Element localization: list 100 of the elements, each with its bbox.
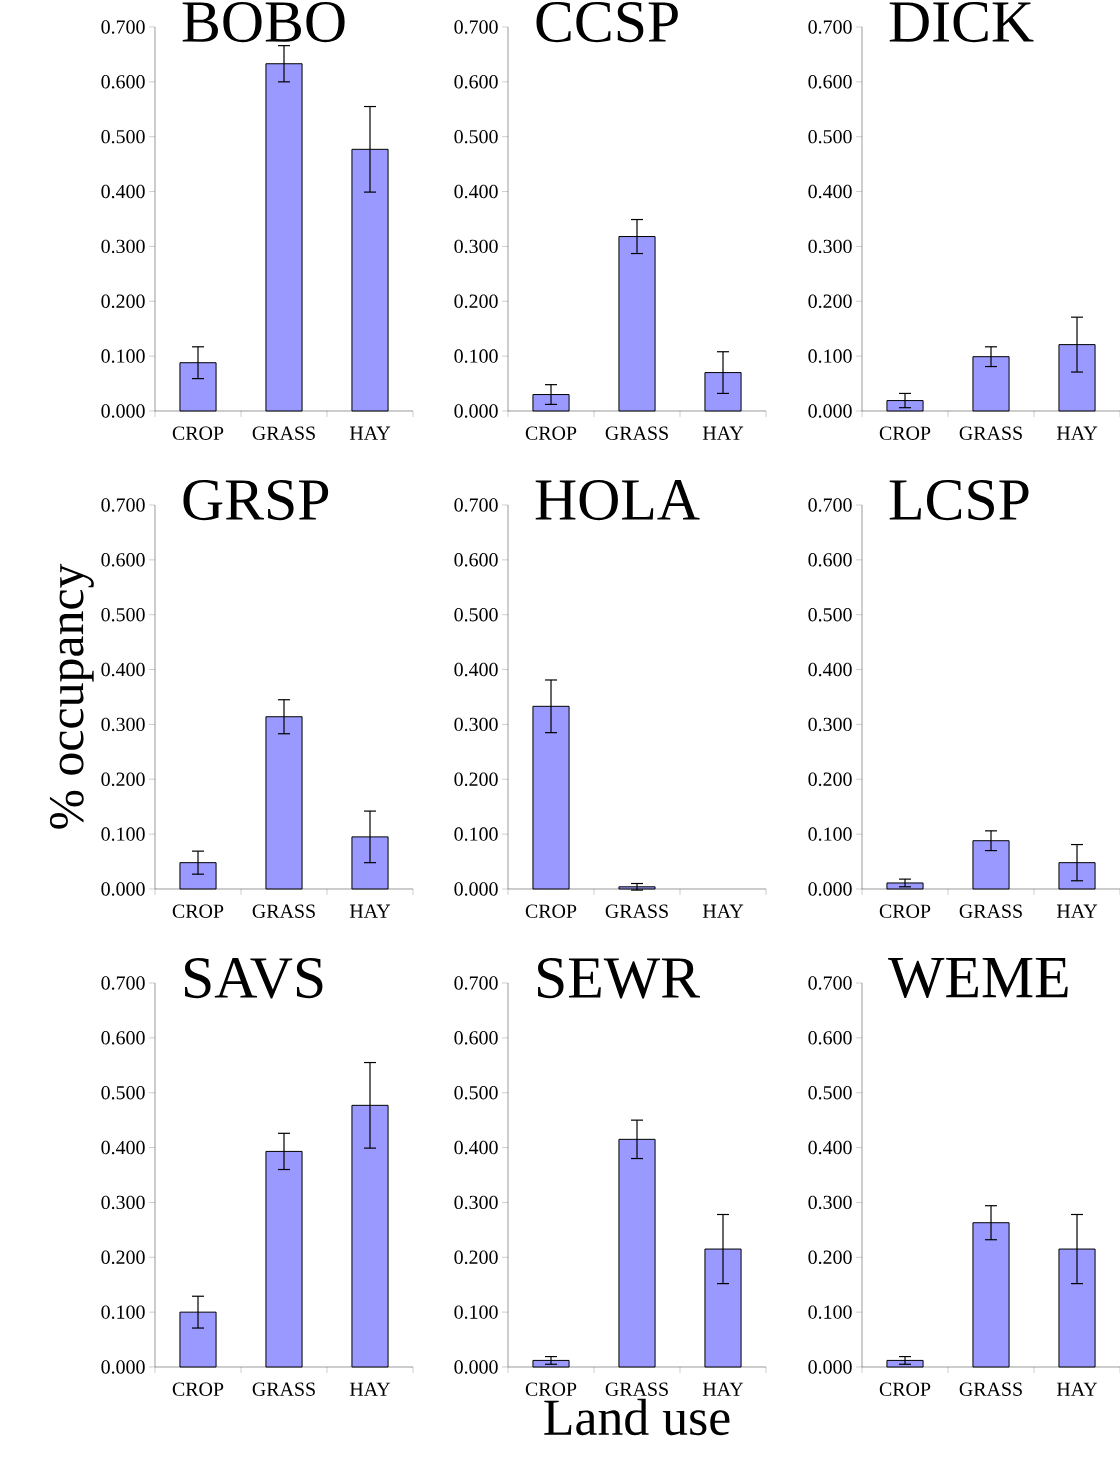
x-tick-label: GRASS <box>252 904 315 918</box>
chart-title: SAVS <box>185 958 323 999</box>
y-tick-label: 0.400 <box>454 662 498 677</box>
x-tick-label: GRASS <box>252 1382 315 1396</box>
y-tick-label: 0.600 <box>808 1031 852 1045</box>
y-tick-label: 0.100 <box>808 349 852 363</box>
y-tick-label: 0.600 <box>101 75 145 89</box>
chart-title: HOLA <box>535 480 700 521</box>
x-tick-label: HAY <box>702 904 744 918</box>
x-tick-label: CROP <box>172 904 224 918</box>
x-tick-label: GRASS <box>959 904 1022 918</box>
chart-title: GRSP <box>183 480 329 521</box>
y-tick-label: 0.500 <box>808 129 852 144</box>
y-tick-label: 0.000 <box>808 882 852 896</box>
x-tick-label: HAY <box>349 1382 391 1396</box>
x-tick-label: CROP <box>879 1382 931 1396</box>
x-tick-label: HAY <box>702 1382 744 1396</box>
y-tick-label: 0.300 <box>101 239 145 254</box>
y-tick-label: 0.000 <box>454 882 498 896</box>
y-tick-label: 0.300 <box>808 1195 852 1210</box>
y-tick-label: 0.300 <box>454 717 498 732</box>
y-tick-label: 0.600 <box>101 553 145 567</box>
y-tick-label: 0.000 <box>454 404 498 418</box>
y-tick-label: 0.100 <box>808 1305 852 1319</box>
y-tick-label: 0.700 <box>808 20 852 34</box>
y-tick-label: 0.100 <box>454 827 498 841</box>
y-tick-label: 0.300 <box>808 717 852 732</box>
chart-title: DICK <box>889 2 1034 43</box>
x-tick-label: HAY <box>349 426 391 440</box>
chart-title: BOBO <box>182 2 345 43</box>
y-tick-label: 0.200 <box>101 772 145 787</box>
y-tick-label: 0.200 <box>454 1250 498 1265</box>
y-tick-label: 0.400 <box>808 1140 852 1155</box>
y-tick-label: 0.500 <box>454 129 498 144</box>
y-tick-label: 0.500 <box>808 607 852 622</box>
x-axis-title: Land use <box>544 1398 730 1436</box>
y-tick-label: 0.200 <box>454 294 498 309</box>
y-tick-label: 0.100 <box>101 827 145 841</box>
y-tick-label: 0.700 <box>454 976 498 990</box>
chart-title: LCSP <box>889 480 1029 521</box>
x-tick-label: GRASS <box>959 426 1022 440</box>
y-tick-label: 0.000 <box>101 404 145 418</box>
y-tick-label: 0.200 <box>454 772 498 787</box>
y-tick-label: 0.200 <box>808 294 852 309</box>
y-tick-label: 0.400 <box>454 1140 498 1155</box>
chart-title: SEWR <box>538 958 700 999</box>
y-tick-label: 0.500 <box>454 607 498 622</box>
y-tick-label: 0.700 <box>101 976 145 990</box>
x-tick-label: CROP <box>879 426 931 440</box>
x-tick-label: GRASS <box>605 426 668 440</box>
y-tick-label: 0.000 <box>808 1360 852 1374</box>
y-tick-label: 0.300 <box>454 1195 498 1210</box>
y-tick-label: 0.500 <box>454 1085 498 1100</box>
y-tick-label: 0.600 <box>454 1031 498 1045</box>
x-tick-label: HAY <box>1056 904 1098 918</box>
y-tick-label: 0.400 <box>808 662 852 677</box>
y-tick-label: 0.500 <box>101 129 145 144</box>
y-tick-label: 0.100 <box>101 349 145 363</box>
y-tick-label: 0.700 <box>101 20 145 34</box>
y-tick-label: 0.100 <box>454 1305 498 1319</box>
y-tick-label: 0.000 <box>101 882 145 896</box>
y-tick-label: 0.200 <box>808 772 852 787</box>
y-tick-label: 0.500 <box>101 1085 145 1100</box>
y-tick-label: 0.100 <box>101 1305 145 1319</box>
y-axis-title: % occupancy <box>49 563 94 829</box>
y-tick-label: 0.000 <box>101 1360 145 1374</box>
y-tick-label: 0.700 <box>454 498 498 512</box>
y-tick-label: 0.300 <box>808 239 852 254</box>
x-tick-label: CROP <box>172 426 224 440</box>
y-tick-label: 0.300 <box>101 717 145 732</box>
y-tick-label: 0.500 <box>808 1085 852 1100</box>
y-tick-label: 0.100 <box>808 827 852 841</box>
chart-title: CCSP <box>536 2 678 43</box>
y-tick-label: 0.600 <box>101 1031 145 1045</box>
y-tick-label: 0.700 <box>454 20 498 34</box>
x-tick-label: GRASS <box>252 426 315 440</box>
y-tick-label: 0.600 <box>454 553 498 567</box>
y-tick-label: 0.200 <box>101 294 145 309</box>
y-tick-label: 0.600 <box>808 553 852 567</box>
y-tick-label: 0.600 <box>808 75 852 89</box>
x-tick-label: GRASS <box>959 1382 1022 1396</box>
y-tick-label: 0.300 <box>454 239 498 254</box>
x-tick-label: HAY <box>702 426 744 440</box>
y-tick-label: 0.600 <box>454 75 498 89</box>
y-tick-label: 0.700 <box>808 498 852 512</box>
x-tick-label: HAY <box>1056 426 1098 440</box>
x-tick-label: HAY <box>349 904 391 918</box>
y-tick-label: 0.700 <box>101 498 145 512</box>
y-tick-label: 0.400 <box>101 662 145 677</box>
y-tick-label: 0.200 <box>101 1250 145 1265</box>
x-tick-label: CROP <box>172 1382 224 1396</box>
y-tick-label: 0.100 <box>454 349 498 363</box>
x-tick-label: GRASS <box>605 1382 668 1396</box>
x-tick-label: CROP <box>525 1382 577 1396</box>
x-tick-label: CROP <box>525 426 577 440</box>
y-tick-label: 0.000 <box>454 1360 498 1374</box>
x-tick-label: HAY <box>1056 1382 1098 1396</box>
x-tick-label: GRASS <box>605 904 668 918</box>
x-tick-label: CROP <box>525 904 577 918</box>
y-tick-label: 0.300 <box>101 1195 145 1210</box>
